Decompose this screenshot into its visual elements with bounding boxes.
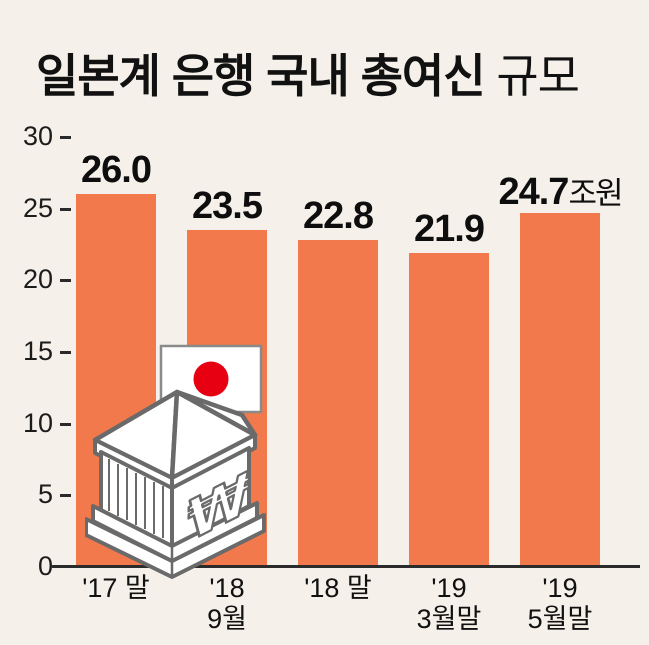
y-tick-label: 5	[37, 479, 53, 510]
bar-value-label: 22.8	[258, 195, 418, 238]
x-axis-category-label: '19 5월말	[527, 573, 593, 634]
x-axis-line	[52, 565, 640, 568]
bar-value-label: 21.9	[369, 208, 529, 251]
x-axis-category-label: '18 말	[304, 573, 372, 603]
chart-title: 일본계 은행 국내 총여신 규모	[36, 49, 636, 103]
bar-value-number: 21.9	[414, 208, 485, 251]
bar-value-unit: 조원	[568, 175, 623, 211]
x-axis-category-label: '18 9월	[207, 573, 247, 634]
bar	[298, 240, 378, 567]
bar-value-label: 26.0	[36, 149, 196, 192]
bar	[409, 253, 489, 567]
x-axis-category-label: '19 3월말	[416, 573, 482, 634]
chart-title-main: 일본계 은행 국내 총여신	[36, 49, 486, 102]
chart-title-suffix: 규모	[484, 49, 580, 102]
bank-illustration: ₩	[85, 344, 266, 579]
bar-value-label: 24.7조원	[480, 168, 640, 214]
bank-building-icon: ₩	[85, 389, 266, 579]
bar	[520, 212, 600, 567]
y-tick-label: 10	[22, 407, 53, 438]
bar-value-number: 22.8	[303, 195, 374, 238]
bar-value-number: 23.5	[192, 185, 263, 228]
y-tick-label: 0	[37, 550, 53, 581]
bar-value-number: 26.0	[81, 149, 152, 192]
columns	[108, 459, 164, 538]
y-tick-dash	[60, 279, 71, 283]
bar-value-number: 24.7	[498, 170, 569, 213]
bar-value-label: 23.5	[147, 185, 307, 228]
y-tick-label: 30	[22, 120, 53, 151]
y-tick-label: 15	[22, 335, 53, 366]
y-tick-dash	[60, 351, 71, 354]
flag-sun-circle	[193, 361, 229, 397]
y-tick-label: 20	[22, 264, 53, 295]
y-tick-label: 25	[22, 192, 53, 223]
y-tick-dash	[60, 422, 71, 426]
y-tick-dash	[60, 494, 71, 498]
y-tick-dash	[60, 207, 71, 211]
x-axis-category-label: '17 말	[82, 573, 150, 603]
y-tick-dash	[60, 136, 71, 139]
